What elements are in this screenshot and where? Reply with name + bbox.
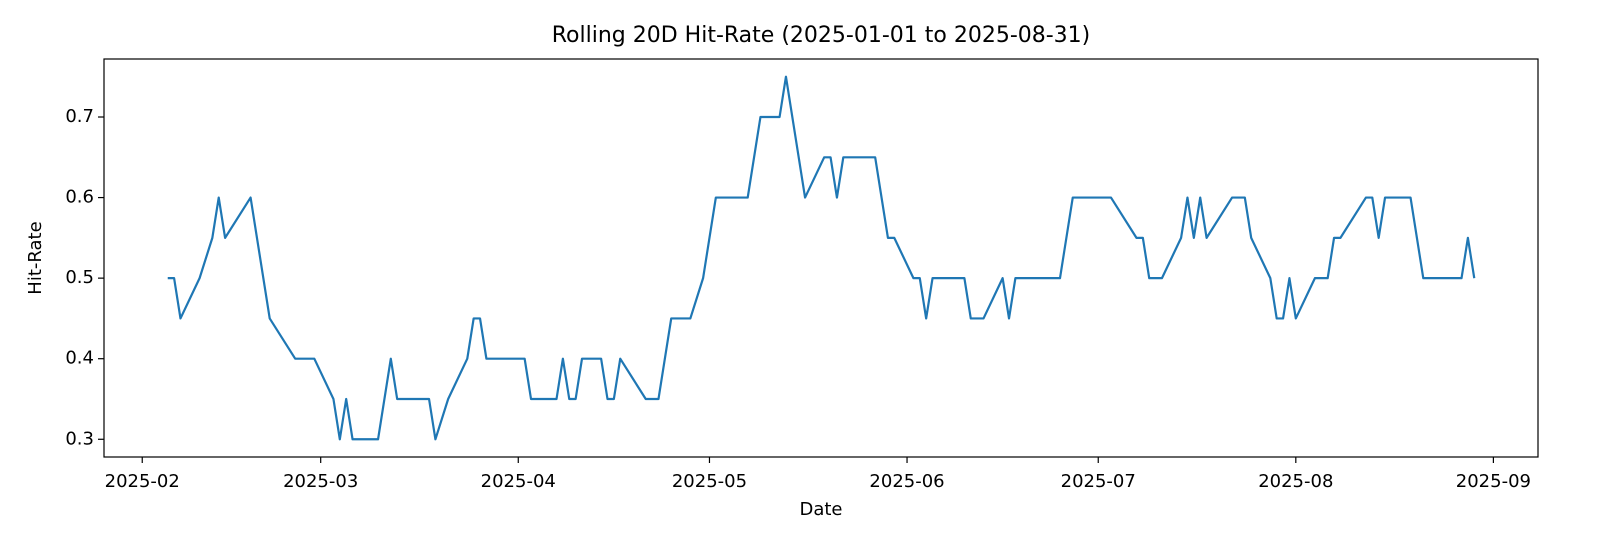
x-tick-label: 2025-07	[1061, 471, 1136, 492]
x-tick-label: 2025-04	[481, 471, 556, 492]
y-tick-label: 0.7	[65, 106, 94, 127]
chart-title: Rolling 20D Hit-Rate (2025-01-01 to 2025…	[552, 23, 1091, 48]
x-tick-label: 2025-06	[869, 471, 944, 492]
x-tick-label: 2025-02	[105, 471, 180, 492]
x-axis-label: Date	[799, 499, 842, 520]
x-tick-label: 2025-05	[672, 471, 747, 492]
y-axis-label: Hit-Rate	[25, 221, 46, 294]
y-tick-label: 0.5	[65, 267, 94, 288]
x-tick-label: 2025-08	[1258, 471, 1333, 492]
x-tick-label: 2025-03	[283, 471, 358, 492]
y-tick-label: 0.6	[65, 187, 94, 208]
y-tick-label: 0.3	[65, 428, 94, 449]
plot-frame	[103, 58, 1539, 458]
x-tick-label: 2025-09	[1456, 471, 1531, 492]
y-tick-label: 0.4	[65, 348, 94, 369]
data-line	[167, 75, 1476, 441]
